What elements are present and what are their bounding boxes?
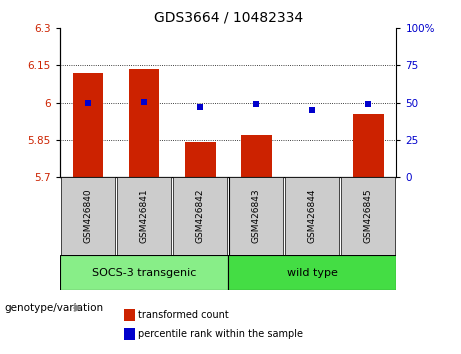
Bar [185,142,216,177]
Text: genotype/variation: genotype/variation [5,303,104,313]
Bar [72,73,103,177]
Text: GSM426840: GSM426840 [83,189,93,243]
Bar [124,309,135,321]
Text: GSM426845: GSM426845 [364,189,373,243]
Bar [228,255,396,290]
Bar [229,177,283,255]
Bar [353,114,384,177]
Text: GSM426841: GSM426841 [140,189,148,243]
Text: GSM426844: GSM426844 [308,189,317,243]
Bar [117,177,171,255]
Bar [342,177,396,255]
Bar [285,177,339,255]
Bar [60,255,228,290]
Text: GSM426843: GSM426843 [252,189,261,243]
Text: GSM426842: GSM426842 [195,189,205,243]
Bar [241,135,272,177]
Bar [124,328,135,340]
Bar [61,177,115,255]
Text: percentile rank within the sample: percentile rank within the sample [138,329,303,339]
Text: SOCS-3 transgenic: SOCS-3 transgenic [92,268,196,278]
Title: GDS3664 / 10482334: GDS3664 / 10482334 [154,10,303,24]
Bar [129,69,160,177]
Text: wild type: wild type [287,268,338,278]
Bar [173,177,227,255]
Text: transformed count: transformed count [138,310,229,320]
